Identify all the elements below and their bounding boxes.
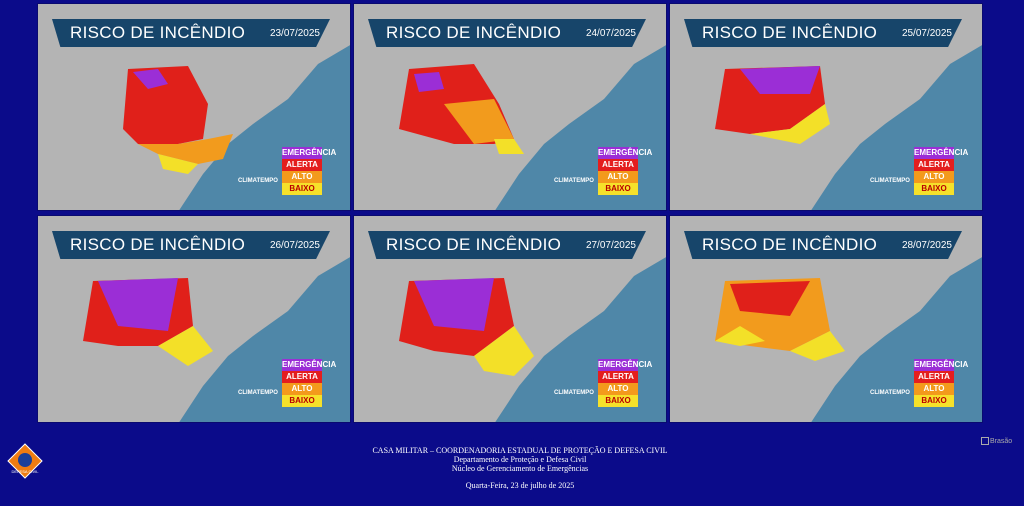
legend-baixo: BAIXO [282, 395, 322, 407]
risk-legend: EMERGÊNCIA ALERTA ALTO BAIXO [282, 147, 337, 195]
panel-title: RISCO DE INCÊNDIO [70, 23, 246, 42]
state-map [670, 216, 982, 422]
panel-title: RISCO DE INCÊNDIO [386, 23, 562, 42]
panel-date: 27/07/2025 [585, 239, 636, 251]
panel-title: RISCO DE INCÊNDIO [702, 235, 878, 254]
legend-alto: ALTO [282, 171, 322, 183]
risk-legend: EMERGÊNCIA ALERTA ALTO BAIXO [914, 147, 969, 195]
legend-baixo: BAIXO [598, 183, 638, 195]
legend-baixo: BAIXO [282, 183, 322, 195]
legend-alto: ALTO [598, 171, 638, 183]
climatempo-logo: CLIMATEMPO [238, 390, 278, 396]
panel-banner: RISCO DE INCÊNDIO 26/07/2025 [52, 231, 330, 259]
svg-text:DEFESA CIVIL: DEFESA CIVIL [12, 469, 40, 474]
panel-date: 25/07/2025 [901, 27, 952, 39]
panel-title: RISCO DE INCÊNDIO [70, 235, 246, 254]
forecast-panel: RISCO DE INCÊNDIO 27/07/2025 CLIMATEMPO … [353, 215, 667, 423]
state-map [38, 216, 350, 422]
risk-legend: EMERGÊNCIA ALERTA ALTO BAIXO [598, 359, 653, 407]
legend-baixo: BAIXO [598, 395, 638, 407]
panel-date: 24/07/2025 [585, 27, 636, 39]
state-map [354, 216, 666, 422]
state-map [670, 4, 982, 210]
legend-alto: ALTO [598, 383, 638, 395]
footer-institution: CASA MILITAR – COORDENADORIA ESTADUAL DE… [372, 446, 668, 455]
legend-alerta: ALERTA [598, 371, 638, 383]
risk-legend: EMERGÊNCIA ALERTA ALTO BAIXO [282, 359, 337, 407]
climatempo-logo: CLIMATEMPO [554, 390, 594, 396]
legend-alerta: ALERTA [914, 371, 954, 383]
panel-banner: RISCO DE INCÊNDIO 27/07/2025 [368, 231, 646, 259]
legend-emergencia: EMERGÊNCIA [914, 359, 969, 371]
panel-title: RISCO DE INCÊNDIO [386, 235, 562, 254]
legend-emergencia: EMERGÊNCIA [914, 147, 969, 159]
footer-nucleus: Núcleo de Gerenciamento de Emergências [451, 464, 589, 473]
panel-date: 23/07/2025 [269, 27, 320, 39]
risk-legend: EMERGÊNCIA ALERTA ALTO BAIXO [914, 359, 969, 407]
forecast-panel: RISCO DE INCÊNDIO 26/07/2025 CLIMATEMPO … [37, 215, 351, 423]
panel-banner: RISCO DE INCÊNDIO 25/07/2025 [684, 19, 962, 47]
legend-baixo: BAIXO [914, 183, 954, 195]
legend-alerta: ALERTA [598, 159, 638, 171]
climatempo-logo: CLIMATEMPO [554, 178, 594, 184]
legend-baixo: BAIXO [914, 395, 954, 407]
legend-alerta: ALERTA [914, 159, 954, 171]
panel-date: 26/07/2025 [269, 239, 320, 251]
legend-alto: ALTO [914, 383, 954, 395]
legend-alerta: ALERTA [282, 159, 322, 171]
broken-image-alt: Brasão [990, 437, 1013, 445]
climatempo-logo: CLIMATEMPO [870, 178, 910, 184]
footer-department: Departamento de Proteção e Defesa Civil [453, 455, 587, 464]
legend-emergencia: EMERGÊNCIA [598, 147, 653, 159]
legend-emergencia: EMERGÊNCIA [282, 147, 337, 159]
climatempo-logo: CLIMATEMPO [238, 178, 278, 184]
panel-banner: RISCO DE INCÊNDIO 28/07/2025 [684, 231, 962, 259]
legend-alerta: ALERTA [282, 371, 322, 383]
legend-alto: ALTO [282, 383, 322, 395]
broken-image-icon: Brasão [981, 437, 1015, 451]
footer: CASA MILITAR – COORDENADORIA ESTADUAL DE… [300, 446, 740, 490]
panel-date: 28/07/2025 [901, 239, 952, 251]
forecast-grid: RISCO DE INCÊNDIO 23/07/2025 CLIMATEMPO … [37, 3, 984, 427]
state-map [354, 4, 666, 210]
legend-alto: ALTO [914, 171, 954, 183]
panel-banner: RISCO DE INCÊNDIO 23/07/2025 [52, 19, 330, 47]
legend-emergencia: EMERGÊNCIA [282, 359, 337, 371]
panel-title: RISCO DE INCÊNDIO [702, 23, 878, 42]
panel-banner: RISCO DE INCÊNDIO 24/07/2025 [368, 19, 646, 47]
legend-emergencia: EMERGÊNCIA [598, 359, 653, 371]
forecast-panel: RISCO DE INCÊNDIO 23/07/2025 CLIMATEMPO … [37, 3, 351, 211]
forecast-panel: RISCO DE INCÊNDIO 24/07/2025 CLIMATEMPO … [353, 3, 667, 211]
risk-legend: EMERGÊNCIA ALERTA ALTO BAIXO [598, 147, 653, 195]
footer-date: Quarta-Feira, 23 de julho de 2025 [465, 481, 575, 490]
broken-image-glyph [981, 437, 989, 445]
forecast-panel: RISCO DE INCÊNDIO 25/07/2025 CLIMATEMPO … [669, 3, 983, 211]
climatempo-logo: CLIMATEMPO [870, 390, 910, 396]
forecast-panel: RISCO DE INCÊNDIO 28/07/2025 CLIMATEMPO … [669, 215, 983, 423]
defesa-civil-logo: DEFESA CIVIL [7, 443, 43, 479]
state-map [38, 4, 350, 210]
